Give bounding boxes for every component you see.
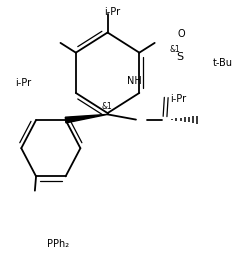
Text: t-Bu: t-Bu [213,58,233,68]
Text: PPh₂: PPh₂ [47,239,69,249]
Text: i-Pr: i-Pr [15,78,32,88]
Text: O: O [177,29,185,39]
Text: i-Pr: i-Pr [104,7,120,17]
Text: &1: &1 [102,102,112,111]
Text: S: S [176,52,183,62]
Text: NH: NH [127,76,142,86]
Text: &1: &1 [169,46,180,54]
Polygon shape [65,114,108,123]
Text: i-Pr: i-Pr [170,94,187,104]
